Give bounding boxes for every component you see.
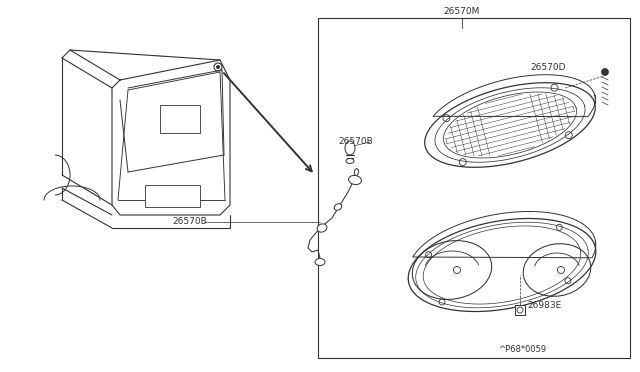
- Circle shape: [216, 65, 220, 68]
- Ellipse shape: [355, 169, 358, 176]
- Bar: [160, 105, 200, 133]
- Polygon shape: [408, 218, 596, 311]
- Bar: [318, 18, 630, 358]
- Bar: [515, 305, 525, 315]
- Text: 26570B: 26570B: [338, 138, 372, 147]
- Ellipse shape: [349, 176, 362, 185]
- Circle shape: [602, 68, 609, 76]
- Polygon shape: [425, 83, 595, 167]
- Ellipse shape: [345, 141, 355, 155]
- Ellipse shape: [346, 158, 354, 164]
- Ellipse shape: [317, 224, 327, 232]
- Ellipse shape: [334, 204, 342, 210]
- Text: 26570M: 26570M: [444, 7, 480, 16]
- Text: ^P68*0059: ^P68*0059: [498, 346, 546, 355]
- Bar: [145, 185, 200, 207]
- Polygon shape: [112, 60, 230, 215]
- Text: 26570B: 26570B: [172, 218, 207, 227]
- Text: 26983E: 26983E: [527, 301, 561, 311]
- Ellipse shape: [315, 259, 325, 266]
- Text: 26570D: 26570D: [530, 64, 566, 73]
